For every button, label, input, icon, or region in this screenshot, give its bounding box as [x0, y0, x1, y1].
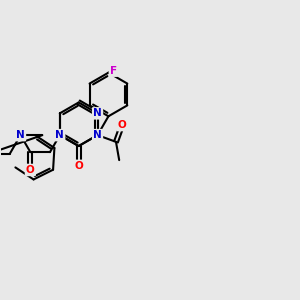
- Text: N: N: [93, 108, 102, 118]
- Text: O: O: [74, 161, 83, 171]
- Text: N: N: [93, 130, 102, 140]
- Text: F: F: [110, 66, 117, 76]
- Text: N: N: [16, 130, 25, 140]
- Text: O: O: [26, 165, 35, 175]
- Text: N: N: [56, 130, 64, 140]
- Text: O: O: [118, 120, 127, 130]
